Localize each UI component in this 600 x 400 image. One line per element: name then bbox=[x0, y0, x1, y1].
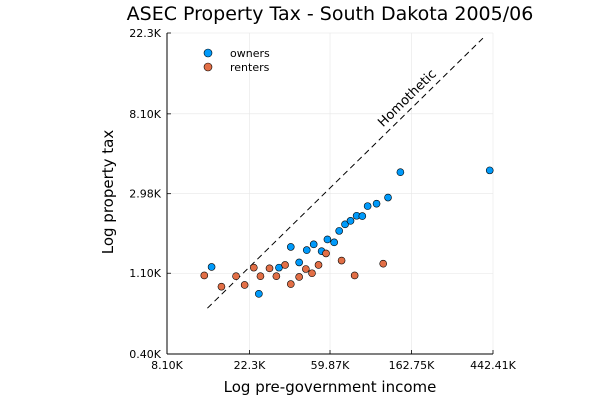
legend-marker-owners bbox=[203, 48, 213, 58]
grid bbox=[166, 32, 494, 355]
y-tick-label: 22.3K bbox=[129, 27, 161, 40]
point-owners bbox=[335, 227, 343, 235]
point-owners bbox=[295, 258, 303, 267]
legend-label-owners: owners bbox=[230, 47, 270, 60]
point-owners bbox=[346, 217, 355, 225]
point-renters bbox=[379, 259, 388, 268]
point-owners bbox=[286, 243, 295, 251]
point-owners bbox=[372, 199, 381, 208]
point-renters bbox=[337, 256, 346, 265]
x-axis-label: Log pre-government income bbox=[224, 378, 437, 396]
point-owners bbox=[309, 240, 318, 249]
point-owners bbox=[330, 238, 338, 247]
x-tick-label: 442.41K bbox=[470, 359, 516, 372]
homothetic-line bbox=[207, 37, 484, 309]
point-owners bbox=[358, 212, 367, 220]
x-tick-label: 8.10K bbox=[151, 359, 183, 372]
point-owners bbox=[302, 246, 311, 254]
point-renters bbox=[200, 271, 209, 280]
point-renters bbox=[322, 249, 330, 258]
legend-marker-renters bbox=[203, 62, 213, 72]
axes: 8.10K 22.3K 59.87K 162.75K 442.41K 0.40K 1.10K… bbox=[129, 27, 516, 372]
point-owners bbox=[341, 220, 349, 229]
point-owners bbox=[384, 193, 392, 202]
x-tick-label: 59.87K bbox=[311, 359, 350, 372]
point-owners bbox=[363, 202, 372, 210]
homothetic-annotation: Homothetic bbox=[375, 67, 439, 131]
chart-title: ASEC Property Tax - South Dakota 2005/06 bbox=[127, 3, 534, 25]
y-tick-label: 2.98K bbox=[129, 188, 161, 201]
point-renters bbox=[281, 261, 289, 269]
point-renters bbox=[256, 272, 265, 280]
y-tick-label: 1.10K bbox=[129, 267, 161, 280]
point-renters bbox=[217, 282, 226, 291]
x-tick-label: 22.3K bbox=[234, 359, 266, 372]
point-renters bbox=[295, 273, 303, 281]
y-tick-label: 0.40K bbox=[129, 348, 161, 361]
point-owners bbox=[485, 166, 494, 175]
legend: owners renters bbox=[203, 47, 270, 74]
point-renters bbox=[350, 271, 359, 280]
point-owners bbox=[207, 263, 216, 271]
point-owners bbox=[396, 168, 405, 176]
point-owners bbox=[255, 290, 263, 298]
legend-label-renters: renters bbox=[230, 61, 270, 74]
point-renters bbox=[308, 269, 316, 278]
point-renters bbox=[272, 272, 281, 280]
point-renters bbox=[314, 261, 323, 269]
y-axis-label: Log property tax bbox=[99, 130, 117, 255]
y-tick-label: 8.10K bbox=[129, 108, 161, 121]
reference-line-group: Homothetic bbox=[207, 37, 484, 309]
point-renters bbox=[302, 265, 310, 273]
data-points bbox=[200, 166, 494, 298]
point-renters bbox=[240, 281, 249, 289]
point-owners bbox=[323, 235, 332, 244]
x-tick-label: 162.75K bbox=[389, 359, 435, 372]
point-renters bbox=[232, 272, 240, 280]
point-renters bbox=[265, 264, 274, 273]
point-renters bbox=[286, 280, 295, 288]
point-renters bbox=[250, 263, 258, 272]
